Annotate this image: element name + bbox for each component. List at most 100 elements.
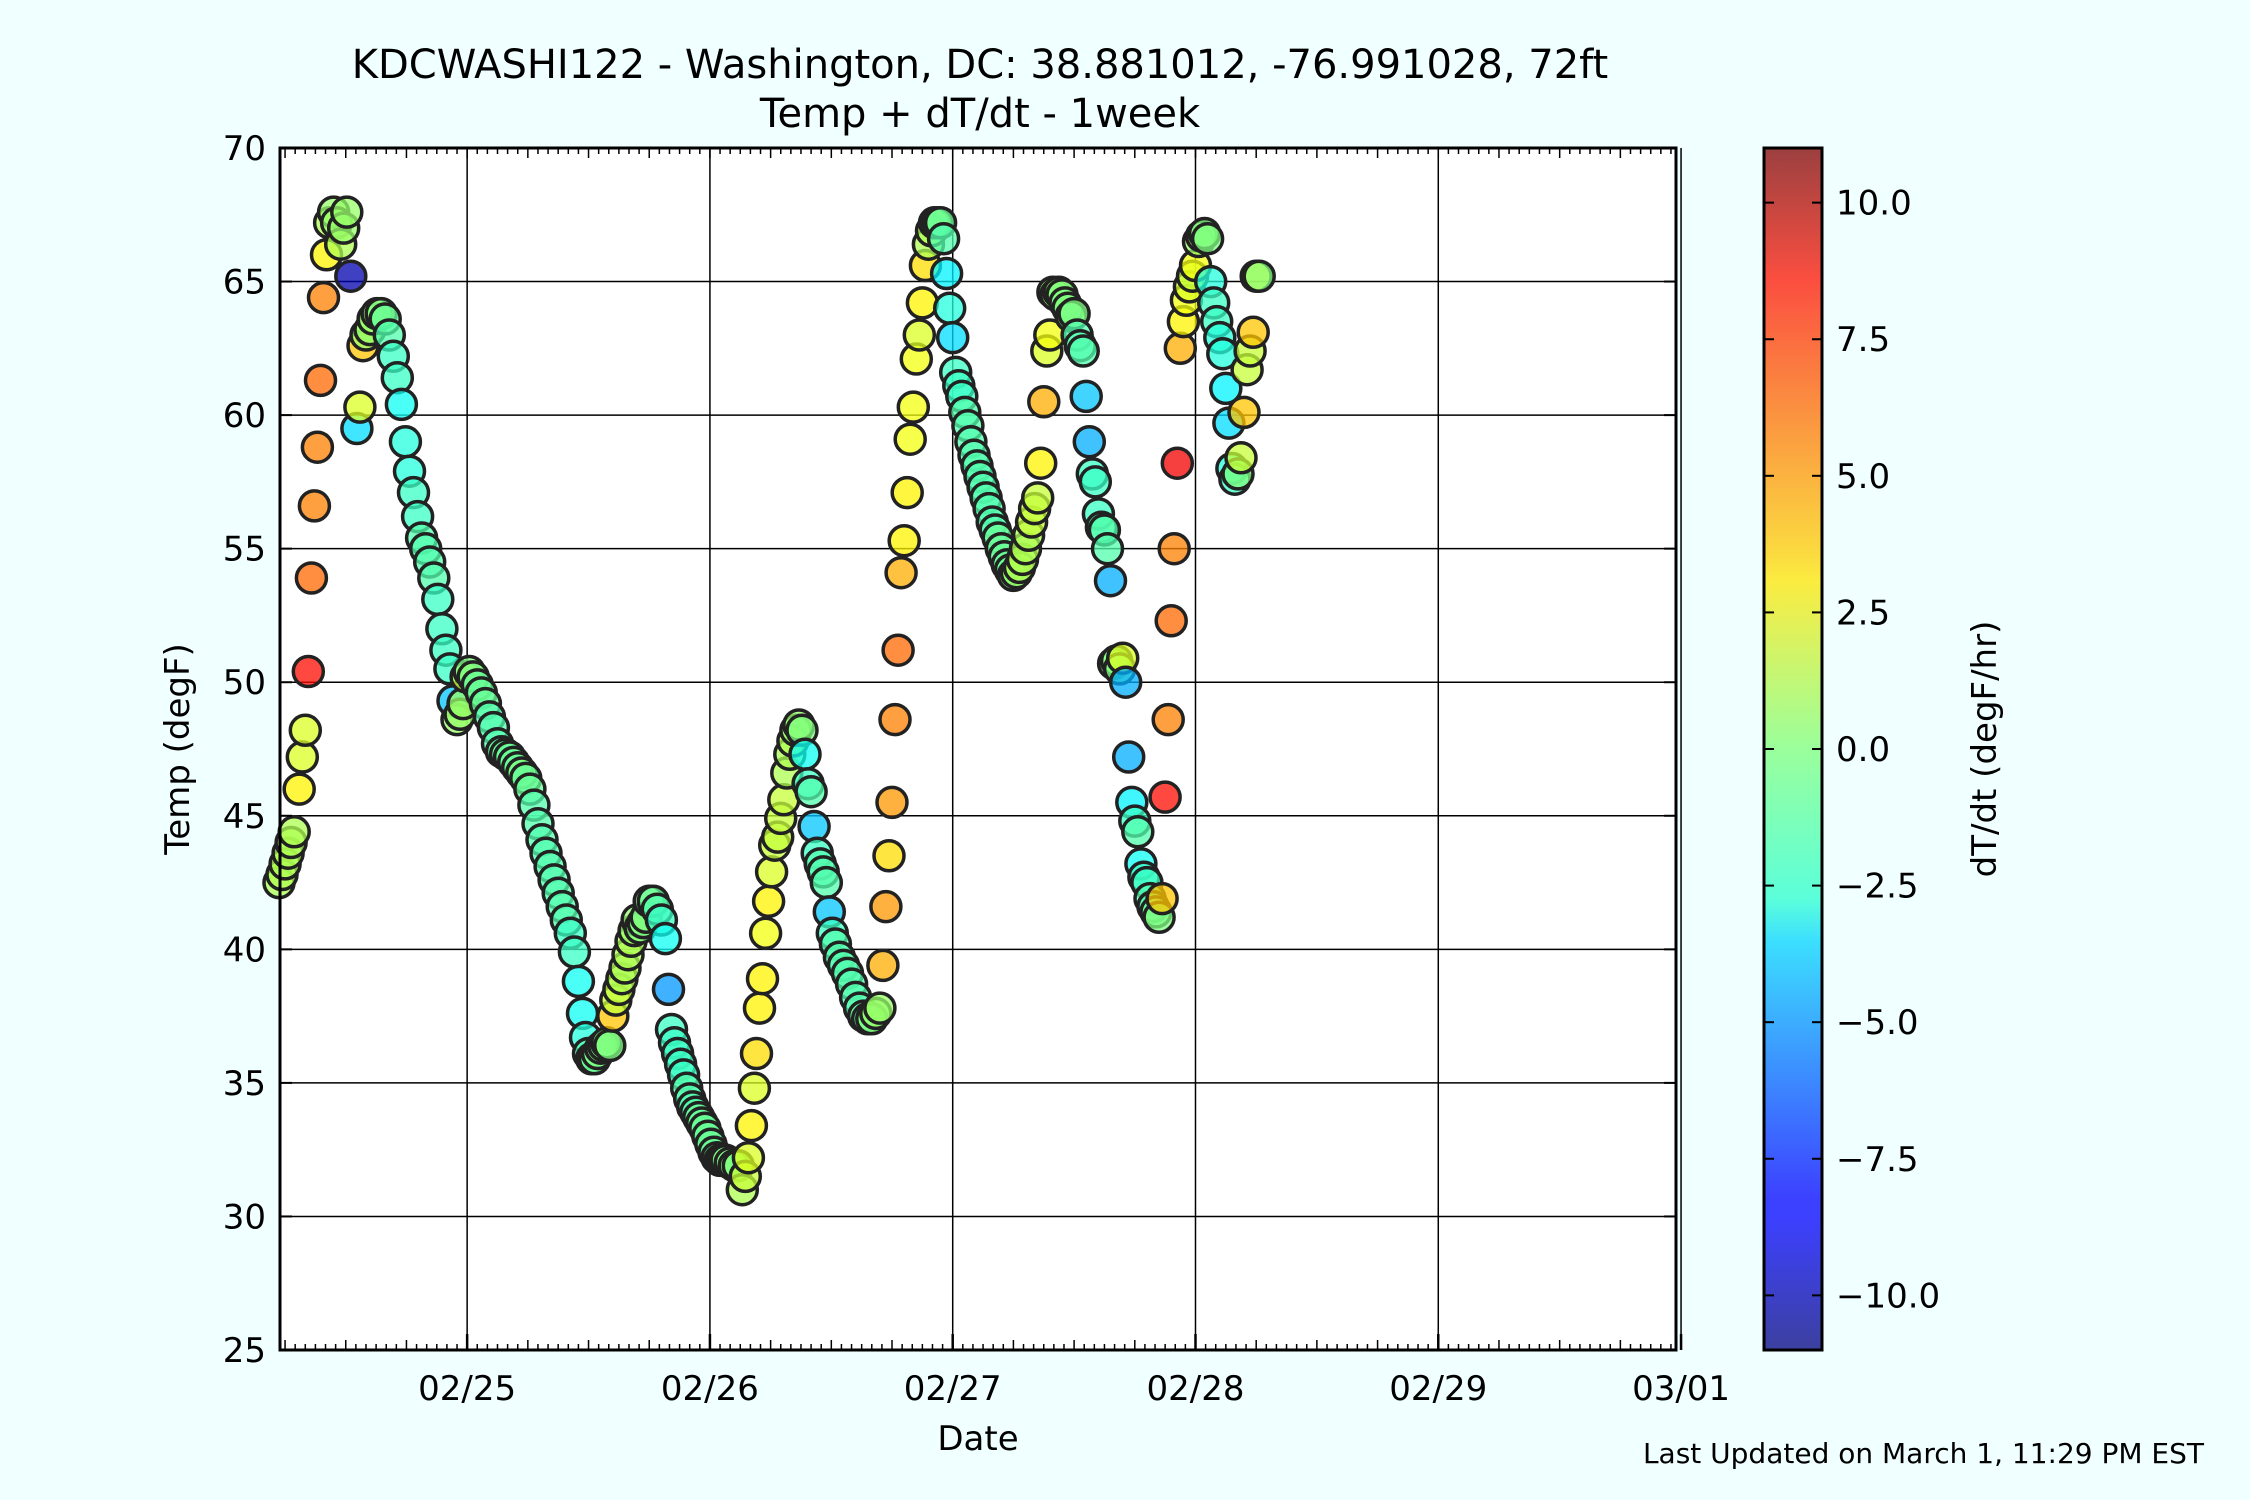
data-point [277, 815, 311, 849]
data-point [751, 884, 786, 919]
data-point [887, 523, 921, 558]
data-point [884, 555, 918, 590]
data-point [893, 422, 927, 456]
data-point [1190, 222, 1225, 256]
data-point [731, 1140, 766, 1175]
data-point [809, 865, 844, 900]
data-point [561, 964, 596, 999]
data-point [330, 195, 364, 229]
colorbar-label: dT/dt (degF/hr) [1965, 621, 2005, 878]
chart-subtitle: Temp + dT/dt - 1week [759, 91, 1201, 137]
data-point [1069, 379, 1103, 414]
data-point [1078, 465, 1113, 499]
x-tick-label: 02/28 [1147, 1369, 1245, 1409]
colorbar-tick-label: 5.0 [1836, 457, 1890, 497]
y-tick-label: 45 [223, 797, 266, 837]
data-point [297, 489, 332, 523]
y-tick-label: 35 [223, 1064, 266, 1104]
y-axis-ticks: 25 30 35 40 45 50 55 60 65 70 [223, 129, 1676, 1371]
data-point [1111, 740, 1146, 774]
data-point [300, 430, 335, 464]
y-axis-label: Temp (degF) [158, 643, 198, 856]
data-point [1154, 604, 1188, 638]
data-point [869, 889, 903, 924]
data-point [748, 916, 783, 951]
data-point [384, 387, 419, 422]
data-point [648, 921, 683, 956]
data-point [1224, 441, 1258, 475]
data-point [902, 318, 937, 352]
data-points [262, 195, 1276, 1207]
y-tick-label: 25 [223, 1331, 266, 1371]
data-point [1066, 334, 1100, 368]
last-updated-text: Last Updated on March 1, 11:29 PM EST [1643, 1437, 2205, 1470]
data-point [896, 390, 931, 424]
x-axis-label: Date [937, 1419, 1018, 1459]
data-point [1145, 881, 1179, 916]
data-point [421, 582, 455, 617]
data-point [1160, 446, 1195, 480]
x-axis-ticks: 02/25 02/26 02/27 02/28 02/29 03/01 [284, 148, 1730, 1409]
data-point [306, 280, 341, 315]
x-tick-label: 03/01 [1632, 1369, 1730, 1409]
data-point [288, 713, 323, 748]
x-tick-label: 02/27 [904, 1369, 1002, 1409]
y-tick-label: 65 [223, 263, 266, 303]
data-point [1027, 385, 1061, 419]
data-point [291, 654, 326, 689]
colorbar-tick-label: 2.5 [1836, 593, 1890, 633]
data-point [1242, 259, 1276, 293]
x-tick-label: 02/29 [1389, 1369, 1487, 1409]
data-point [388, 425, 423, 459]
data-point [1236, 315, 1270, 350]
data-point [1023, 446, 1058, 480]
data-point [932, 291, 967, 326]
data-point [863, 991, 897, 1025]
y-tick-label: 60 [223, 396, 266, 436]
data-point [1148, 780, 1182, 814]
data-point [737, 1071, 772, 1105]
data-point [294, 561, 329, 595]
x-tick-label: 02/25 [418, 1369, 516, 1409]
chart-title: KDCWASHI122 - Washington, DC: 38.881012,… [352, 42, 1608, 88]
data-point [929, 256, 964, 291]
y-tick-label: 55 [223, 530, 266, 570]
colorbar-tick-label: −5.0 [1836, 1003, 1919, 1043]
data-point [1072, 425, 1107, 459]
y-tick-label: 40 [223, 930, 266, 970]
colorbar-tick-label: 7.5 [1836, 320, 1890, 360]
x-tick-label: 02/26 [661, 1369, 759, 1409]
colorbar-tick-label: 0.0 [1836, 730, 1890, 770]
data-point [1157, 531, 1191, 566]
data-point [1090, 531, 1125, 566]
data-point [788, 737, 822, 772]
data-point [734, 1108, 769, 1143]
data-point [1227, 395, 1261, 430]
data-point [1209, 371, 1243, 406]
data-point [794, 774, 828, 809]
data-point [557, 935, 592, 969]
data-point [1151, 702, 1185, 737]
data-point [742, 991, 777, 1025]
data-point [1020, 481, 1055, 515]
data-point [1108, 665, 1143, 699]
data-point [745, 961, 780, 996]
y-tick-label: 70 [223, 129, 266, 169]
data-point [593, 1028, 627, 1063]
data-point [875, 785, 909, 820]
data-point [739, 1036, 774, 1071]
colorbar-tick-label: −2.5 [1836, 867, 1919, 907]
colorbar-tick-label: 10.0 [1836, 184, 1912, 224]
data-point [872, 839, 906, 873]
y-tick-label: 50 [223, 663, 266, 703]
data-point [651, 972, 686, 1007]
colorbar-ticks: 10.0 7.5 5.0 2.5 0.0 −2.5 −5.0 −7.5 −10.0 [1764, 184, 1940, 1316]
y-tick-label: 30 [223, 1197, 266, 1237]
data-point [935, 320, 970, 355]
data-point [334, 259, 368, 293]
data-point [303, 363, 338, 398]
data-point [282, 772, 316, 806]
data-point [890, 475, 924, 510]
data-point [866, 948, 900, 983]
